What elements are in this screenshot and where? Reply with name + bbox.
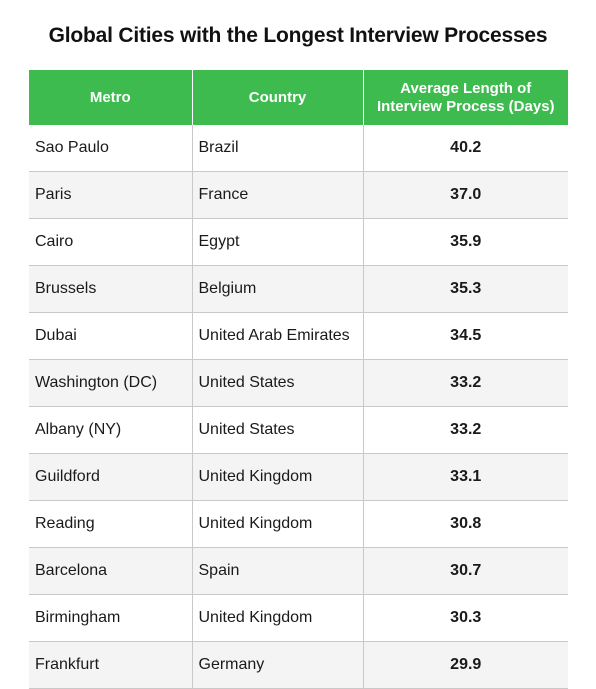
country-cell: United Kingdom xyxy=(191,594,363,642)
days-cell: 34.5 xyxy=(362,312,568,360)
table-row: Paris France 37.0 xyxy=(29,171,568,219)
table-row: Dubai United Arab Emirates 34.5 xyxy=(29,312,568,360)
table-row: Barcelona Spain 30.7 xyxy=(29,547,568,595)
days-cell: 37.0 xyxy=(362,171,568,219)
country-cell: France xyxy=(191,171,363,219)
metro-cell: Barcelona xyxy=(29,547,192,595)
metro-cell: Cairo xyxy=(29,218,192,266)
country-cell: United States xyxy=(191,359,363,407)
days-cell: 30.7 xyxy=(362,547,568,595)
days-cell: 30.3 xyxy=(362,594,568,642)
days-cell: 33.1 xyxy=(362,453,568,501)
table-row: Birmingham United Kingdom 30.3 xyxy=(29,594,568,642)
table-row: Frankfurt Germany 29.9 xyxy=(29,641,568,689)
country-cell: United Kingdom xyxy=(191,500,363,548)
metro-cell: Birmingham xyxy=(29,594,192,642)
days-cell: 35.3 xyxy=(362,265,568,313)
table-row: Albany (NY) United States 33.2 xyxy=(29,406,568,454)
header-row: Metro Country Average Length of Intervie… xyxy=(29,70,568,125)
country-cell: United Arab Emirates xyxy=(191,312,363,360)
metro-cell: Reading xyxy=(29,500,192,548)
days-cell: 40.2 xyxy=(362,125,568,172)
table-row: Brussels Belgium 35.3 xyxy=(29,265,568,313)
interview-length-table: Metro Country Average Length of Intervie… xyxy=(29,70,568,689)
header-country: Country xyxy=(191,70,363,125)
metro-cell: Frankfurt xyxy=(29,641,192,689)
table-row: Washington (DC) United States 33.2 xyxy=(29,359,568,407)
days-cell: 33.2 xyxy=(362,359,568,407)
table-row: Reading United Kingdom 30.8 xyxy=(29,500,568,548)
metro-cell: Washington (DC) xyxy=(29,359,192,407)
metro-cell: Guildford xyxy=(29,453,192,501)
header-days: Average Length of Interview Process (Day… xyxy=(362,70,568,125)
country-cell: Spain xyxy=(191,547,363,595)
country-cell: Belgium xyxy=(191,265,363,313)
metro-cell: Brussels xyxy=(29,265,192,313)
country-cell: United States xyxy=(191,406,363,454)
header-metro: Metro xyxy=(29,70,192,125)
table-row: Sao Paulo Brazil 40.2 xyxy=(29,125,568,172)
table-row: Cairo Egypt 35.9 xyxy=(29,218,568,266)
days-cell: 29.9 xyxy=(362,641,568,689)
country-cell: United Kingdom xyxy=(191,453,363,501)
table-body: Sao Paulo Brazil 40.2 Paris France 37.0 Cairo E… xyxy=(29,125,568,689)
country-cell: Brazil xyxy=(191,125,363,172)
table-row: Guildford United Kingdom 33.1 xyxy=(29,453,568,501)
country-cell: Egypt xyxy=(191,218,363,266)
country-cell: Germany xyxy=(191,641,363,689)
metro-cell: Paris xyxy=(29,171,192,219)
days-cell: 33.2 xyxy=(362,406,568,454)
table-title: Global Cities with the Longest Interview… xyxy=(48,24,548,47)
days-cell: 30.8 xyxy=(362,500,568,548)
metro-cell: Sao Paulo xyxy=(29,125,192,172)
days-cell: 35.9 xyxy=(362,218,568,266)
metro-cell: Albany (NY) xyxy=(29,406,192,454)
metro-cell: Dubai xyxy=(29,312,192,360)
